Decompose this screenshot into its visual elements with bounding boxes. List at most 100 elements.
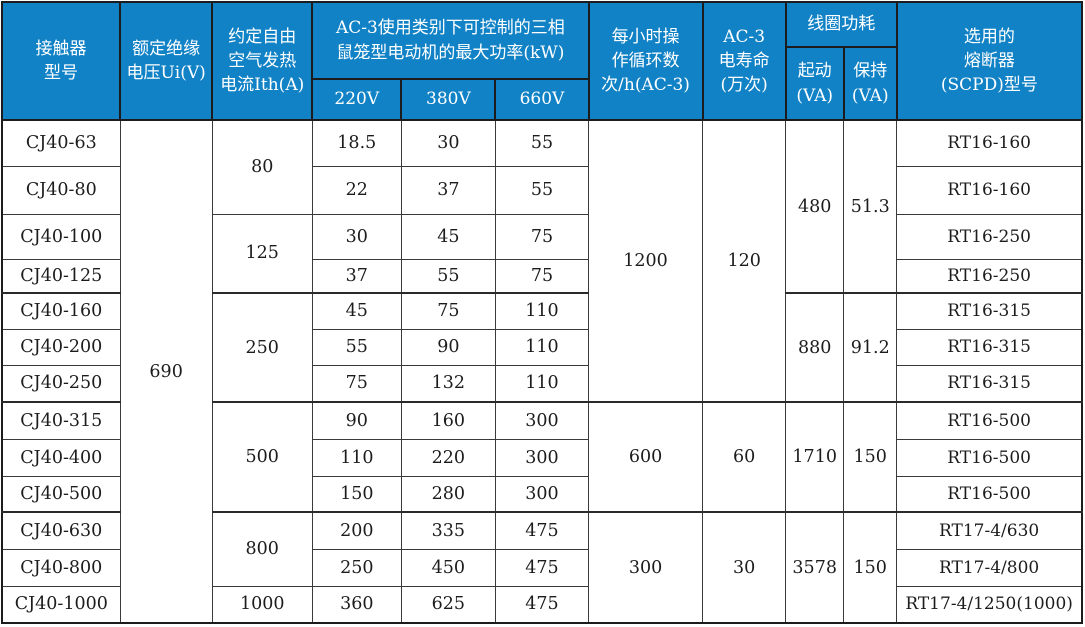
fuse-cell: RT16-500 (896, 475, 1083, 513)
ith-cell: 125 (211, 213, 313, 294)
power-380-cell: 37 (400, 165, 496, 215)
power-220-cell: 18.5 (311, 119, 402, 167)
header-row-1: 接触器 型号 额定绝缘 电压Ui(V) 约定自由 空气发热 电流Ith(A) A… (0, 1, 1084, 121)
coil-hold-cell: 150 (843, 401, 898, 513)
power-380-cell: 220 (400, 438, 496, 477)
model-cell: CJ40-800 (1, 548, 121, 587)
model-cell: CJ40-63 (1, 119, 121, 167)
fuse-cell: RT17-4/800 (896, 548, 1083, 587)
power-220-cell: 37 (311, 258, 402, 294)
power-380-cell: 30 (400, 119, 496, 167)
model-cell: CJ40-80 (1, 165, 121, 215)
col-header-thermal-current: 约定自由 空气发热 电流Ith(A) (211, 1, 314, 121)
power-660-cell: 75 (494, 213, 590, 260)
table-body: CJ40-63 690 80 18.5 30 55 1200 120 480 5… (1, 119, 1083, 624)
fuse-cell: RT16-160 (896, 119, 1083, 167)
fuse-cell: RT17-4/1250(1000) (896, 585, 1083, 624)
ith-cell: 80 (211, 119, 313, 215)
coil-hold-cell: 150 (843, 511, 898, 624)
table-row: CJ40-160 250 45 75 110 880 91.2 RT16-315 (1, 292, 1083, 403)
table-row: CJ40-100 125 30 45 75 RT16-250 (1, 213, 1083, 294)
coil-start-cell: 880 (785, 292, 845, 403)
col-header-ac3-electrical-life: AC-3 电寿命 (万次) (701, 1, 787, 121)
col-header-contactor-model: 接触器 型号 (0, 1, 122, 121)
table-row: CJ40-400 110 220 300 RT16-500 (1, 438, 1083, 477)
power-220-cell: 200 (311, 511, 402, 550)
col-header-rated-insulation-voltage: 额定绝缘 电压Ui(V) (119, 1, 214, 121)
power-380-cell: 160 (400, 401, 496, 440)
table-row: CJ40-200 55 90 110 RT16-315 (1, 328, 1083, 366)
power-380-cell: 45 (400, 213, 496, 260)
header-row-3: 220V 380V 660V (2, 78, 1082, 121)
fuse-cell: RT16-160 (896, 165, 1083, 215)
ith-cell: 250 (211, 292, 313, 403)
col-header-coil-start: 起动 (VA) (784, 46, 845, 121)
model-cell: CJ40-125 (1, 258, 121, 294)
power-220-cell: 75 (311, 364, 402, 403)
col-header-660v: 660V (494, 78, 590, 121)
table-row: CJ40-63 690 80 18.5 30 55 1200 120 480 5… (1, 119, 1083, 624)
coil-start-cell: 3578 (785, 511, 845, 624)
insulation-voltage-cell: 690 (119, 119, 213, 624)
model-cell: CJ40-630 (1, 511, 121, 550)
cycles-cell: 600 (588, 401, 704, 513)
header-row-2: 起动 (VA) 保持 (VA) (2, 46, 1082, 121)
group-header-ac3-max-power: AC-3使用类别下可控制的三相 鼠笼型电动机的最大功率(kW) (311, 1, 590, 80)
fuse-cell: RT16-500 (896, 438, 1083, 477)
coil-start-cell: 1710 (785, 401, 845, 513)
model-cell: CJ40-250 (1, 364, 121, 403)
col-header-coil-hold: 保持 (VA) (842, 46, 898, 121)
coil-hold-cell: 51.3 (843, 119, 898, 294)
model-cell: CJ40-1000 (1, 585, 121, 624)
power-660-cell: 475 (494, 585, 590, 624)
table-row: CJ40-630 800 200 335 475 300 30 3578 150… (1, 511, 1083, 624)
life-cell: 30 (702, 511, 787, 624)
power-660-cell: 55 (494, 119, 590, 167)
power-380-cell: 280 (400, 475, 496, 513)
power-380-cell: 335 (400, 511, 496, 550)
model-cell: CJ40-160 (1, 292, 121, 330)
ith-cell: 500 (211, 401, 313, 513)
cycles-cell: 1200 (588, 119, 704, 403)
col-header-operating-cycles: 每小时操 作循环数 次/h(AC-3) (587, 1, 704, 121)
life-cell: 60 (702, 401, 787, 513)
power-660-cell: 110 (494, 364, 590, 403)
power-660-cell: 55 (494, 165, 590, 215)
table-row: CJ40-1000 1000 360 625 475 RT17-4/1250(1… (1, 585, 1083, 624)
fuse-cell: RT16-315 (896, 292, 1083, 330)
power-660-cell: 75 (494, 258, 590, 294)
coil-hold-cell: 91.2 (843, 292, 898, 403)
life-cell: 120 (702, 119, 787, 403)
col-header-380v: 380V (400, 78, 497, 121)
power-220-cell: 45 (311, 292, 402, 330)
fuse-cell: RT16-315 (896, 328, 1083, 366)
power-380-cell: 132 (400, 364, 496, 403)
power-220-cell: 360 (311, 585, 402, 624)
col-header-fuse-type: 选用的 熔断器 (SCPD)型号 (895, 1, 1084, 121)
power-380-cell: 55 (400, 258, 496, 294)
cycles-cell: 300 (588, 511, 704, 624)
power-660-cell: 300 (494, 475, 590, 513)
fuse-cell: RT17-4/630 (896, 511, 1083, 550)
model-cell: CJ40-400 (1, 438, 121, 477)
model-cell: CJ40-200 (1, 328, 121, 366)
power-220-cell: 150 (311, 475, 402, 513)
power-380-cell: 450 (400, 548, 496, 587)
power-660-cell: 110 (494, 292, 590, 330)
power-660-cell: 475 (494, 548, 590, 587)
power-660-cell: 475 (494, 511, 590, 550)
table-row: CJ40-80 22 37 55 RT16-160 (1, 165, 1083, 215)
fuse-cell: RT16-250 (896, 213, 1083, 260)
model-cell: CJ40-100 (1, 213, 121, 260)
power-220-cell: 55 (311, 328, 402, 366)
coil-start-cell: 480 (785, 119, 845, 294)
power-220-cell: 110 (311, 438, 402, 477)
table-row: CJ40-250 75 132 110 RT16-315 (1, 364, 1083, 403)
power-660-cell: 300 (494, 401, 590, 440)
table-row: CJ40-315 500 90 160 300 600 60 1710 150 … (1, 401, 1083, 513)
table-row: CJ40-800 250 450 475 RT17-4/800 (1, 548, 1083, 587)
fuse-cell: RT16-500 (896, 401, 1083, 440)
power-380-cell: 625 (400, 585, 496, 624)
power-220-cell: 30 (311, 213, 402, 260)
